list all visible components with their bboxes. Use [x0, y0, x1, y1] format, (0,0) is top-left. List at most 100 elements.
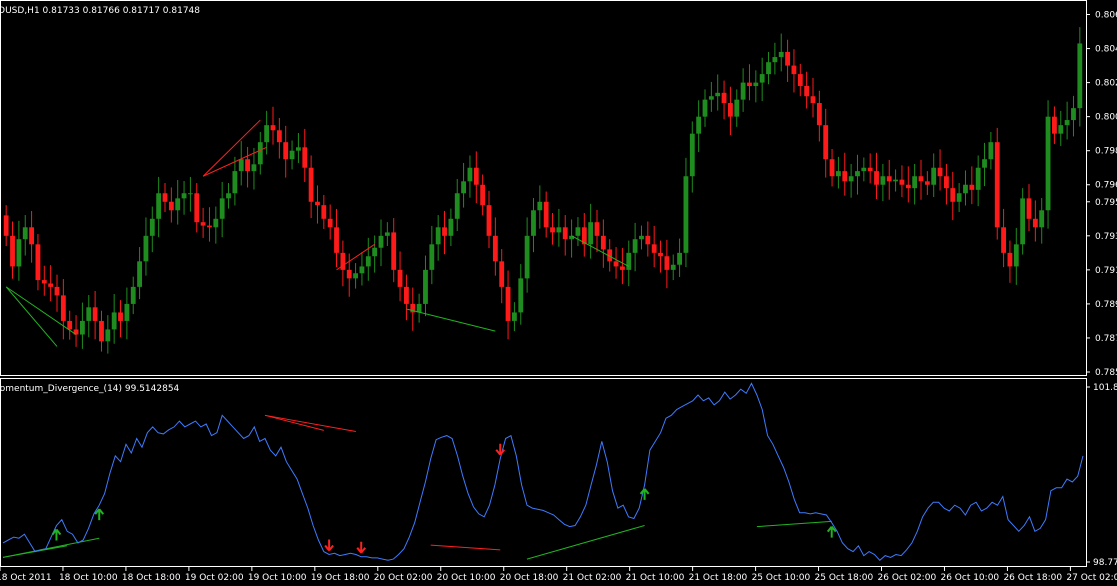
bull-candle	[639, 235, 644, 240]
bull-candle	[1077, 43, 1083, 109]
time-tick-label: 18 Oct 10:00	[59, 573, 118, 583]
bullish-divergence-line	[756, 520, 832, 528]
bull-candle	[257, 142, 263, 165]
bear-candle	[810, 96, 816, 104]
bull-candle	[772, 57, 778, 63]
bear-candle	[118, 312, 123, 321]
bull-candle	[511, 312, 517, 321]
bear-candle	[581, 227, 587, 245]
time-tick-label: 20 Oct 10:00	[437, 573, 496, 583]
bear-candle	[283, 142, 289, 160]
down-arrow-icon	[356, 541, 366, 554]
bull-candle	[963, 184, 968, 194]
bull-candle	[16, 239, 22, 267]
bear-candle	[1051, 116, 1057, 134]
bull-candle	[1013, 244, 1019, 267]
bear-candle	[823, 125, 829, 160]
indicator-divergence-lines	[2, 414, 832, 560]
bull-candle	[435, 227, 441, 245]
bull-candle	[238, 159, 244, 172]
time-tick-label: 26 Oct 02:00	[878, 573, 937, 583]
time-axis: 18 Oct 2011 18 Oct 10:00 18 Oct 18:00 19 Oc…	[0, 567, 1117, 583]
bear-candle	[67, 320, 73, 330]
bear-candle	[613, 261, 619, 267]
bearish-divergence-line	[264, 414, 324, 431]
bear-candle	[194, 193, 200, 223]
bull-candle	[632, 239, 638, 253]
bear-candle	[270, 125, 276, 131]
bear-candle	[492, 235, 498, 262]
price-tick-label: 0.7850	[1095, 368, 1117, 378]
bull-candle	[766, 62, 771, 75]
indicator-header: Momentum_Divergence_(14) 99.5142854	[0, 384, 180, 394]
bull-candle	[137, 261, 143, 287]
indicator-axis: 101.84 98.77	[1086, 383, 1117, 568]
time-tick-label: 26 Oct 10:00	[940, 573, 999, 583]
bull-candle	[1064, 120, 1070, 126]
time-tick-label: 18 Oct 18:00	[122, 573, 181, 583]
bull-candle	[575, 227, 581, 236]
bull-candle	[753, 82, 759, 87]
bull-candle	[1058, 125, 1064, 134]
bull-candle	[1039, 210, 1045, 228]
bear-candle	[276, 130, 282, 143]
bear-candle	[619, 266, 625, 270]
bull-candle	[855, 171, 860, 177]
bear-candle	[867, 167, 873, 172]
bull-candle	[1045, 116, 1051, 211]
bear-candle	[315, 201, 320, 206]
bull-candle	[912, 176, 918, 189]
bear-candle	[918, 176, 924, 182]
bear-candle	[658, 252, 663, 257]
bull-candle	[454, 193, 460, 219]
bull-candle	[365, 256, 371, 267]
indicator-tick-label: 101.84	[1093, 383, 1117, 393]
price-divergence-lines	[5, 119, 630, 347]
bear-candle	[785, 51, 791, 66]
bull-candle	[531, 210, 536, 236]
time-tick-label: 20 Oct 02:00	[374, 573, 433, 583]
bull-candle	[359, 266, 365, 274]
bull-candle	[1071, 108, 1076, 121]
bull-candle	[448, 218, 454, 236]
bull-candle	[975, 167, 981, 190]
bear-candle	[35, 244, 41, 281]
bull-candle	[130, 286, 136, 304]
bullish-divergence-line	[2, 537, 100, 558]
indicator-tick-label: 98.77	[1093, 558, 1117, 568]
price-header: ZDUSD,H1 0.81733 0.81766 0.81717 0.81748	[0, 6, 200, 16]
bull-candle	[708, 96, 714, 100]
bullish-divergence-line	[5, 286, 77, 335]
bear-candle	[594, 222, 600, 236]
price-panel: 0.8060 0.8040 0.8020 0.8000 0.7980 0.7960 0.79…	[0, 0, 1117, 378]
bear-candle	[505, 286, 511, 321]
bull-candle	[416, 303, 422, 313]
bear-candle	[168, 201, 174, 211]
bear-candle	[1032, 218, 1038, 228]
bull-candle	[861, 167, 867, 172]
bull-candle	[626, 252, 632, 270]
time-tick-label: 21 Oct 10:00	[626, 573, 685, 583]
bear-candle	[727, 103, 733, 117]
bull-candle	[556, 227, 562, 233]
bull-candle	[696, 116, 702, 134]
bear-candle	[969, 184, 975, 190]
bear-candle	[1001, 227, 1007, 253]
bull-candle	[461, 181, 467, 194]
bear-candle	[645, 235, 651, 245]
bear-candle	[162, 193, 168, 202]
bull-candle	[715, 92, 721, 97]
bull-candle	[759, 74, 765, 83]
indicator-panel-frame	[0, 378, 1087, 567]
bull-candle	[251, 164, 257, 172]
bear-candle	[562, 227, 568, 240]
bear-candle	[92, 307, 98, 321]
price-tick-label: 0.8020	[1095, 79, 1117, 89]
bearish-divergence-line	[264, 414, 356, 433]
bear-candle	[480, 184, 486, 206]
bull-candle	[175, 198, 181, 211]
bull-candle	[22, 227, 28, 240]
bear-candle	[607, 249, 613, 262]
candlestick-series	[3, 27, 1083, 354]
